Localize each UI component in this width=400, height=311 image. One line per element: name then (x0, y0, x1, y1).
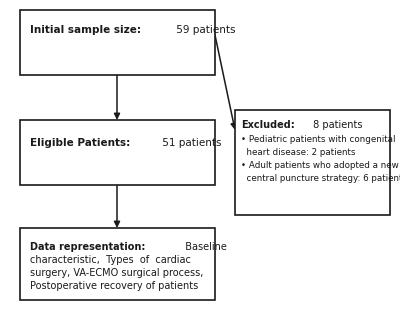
Bar (20, 120, 215, 185)
Text: surgery, VA-ECMO surgical process,: surgery, VA-ECMO surgical process, (30, 268, 203, 278)
Text: Postoperative recovery of patients: Postoperative recovery of patients (30, 281, 198, 291)
Text: • Adult patients who adopted a new: • Adult patients who adopted a new (241, 161, 399, 170)
Text: Baseline: Baseline (179, 242, 227, 252)
Text: heart disease: 2 patients: heart disease: 2 patients (241, 148, 356, 157)
Bar (20, 228, 215, 300)
Text: Excluded:: Excluded: (241, 120, 295, 130)
Text: Eligible Patients:: Eligible Patients: (30, 138, 130, 148)
Text: 59 patients: 59 patients (173, 25, 236, 35)
Text: • Pediatric patients with congenital: • Pediatric patients with congenital (241, 135, 396, 144)
Text: Data representation:: Data representation: (30, 242, 145, 252)
Text: characteristic,  Types  of  cardiac: characteristic, Types of cardiac (30, 255, 191, 265)
Bar (20, 10, 215, 75)
Text: Initial sample size:: Initial sample size: (30, 25, 141, 35)
Text: Data representation:: Data representation: (30, 242, 145, 252)
Text: central puncture strategy: 6 patients: central puncture strategy: 6 patients (241, 174, 400, 183)
Bar (235, 110, 390, 215)
Text: 8 patients: 8 patients (310, 120, 363, 130)
Text: 51 patients: 51 patients (159, 138, 222, 148)
